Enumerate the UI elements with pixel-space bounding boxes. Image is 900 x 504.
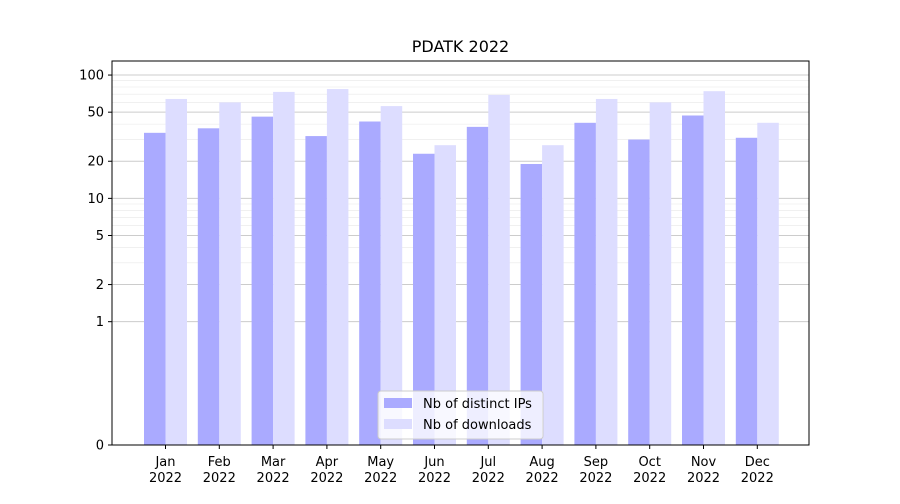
x-tick-label-month: Apr	[316, 455, 339, 470]
x-tick-label-year: 2022	[364, 471, 397, 486]
y-tick-label: 20	[87, 155, 104, 170]
x-tick-label-year: 2022	[741, 471, 774, 486]
x-tick-label-month: Oct	[638, 455, 660, 470]
x-tick-label-year: 2022	[472, 471, 505, 486]
y-tick-label: 50	[87, 106, 104, 121]
bar-downloads-may	[380, 106, 403, 445]
bar-downloads-nov	[703, 91, 725, 445]
x-tick-label-month: Jul	[479, 455, 496, 470]
x-tick-label-year: 2022	[149, 471, 182, 486]
x-tick-label-month: Jun	[423, 455, 444, 470]
bar-distinct-ips-sep	[574, 122, 596, 445]
bar-distinct-ips-dec	[735, 137, 758, 445]
x-tick-label-month: Sep	[584, 455, 609, 470]
bar-downloads-oct	[649, 102, 672, 446]
x-tick-label-month: Mar	[261, 455, 286, 470]
x-tick-label-year: 2022	[257, 471, 290, 486]
y-tick-label: 10	[87, 192, 104, 207]
bar-downloads-mar	[273, 91, 295, 446]
x-tick-label-year: 2022	[687, 471, 720, 486]
bar-downloads-jan	[165, 98, 187, 445]
bar-distinct-ips-jun	[413, 153, 435, 445]
bar-distinct-ips-nov	[682, 115, 704, 445]
bar-downloads-jul	[488, 94, 510, 445]
bar-downloads-feb	[219, 102, 241, 446]
bar-downloads-apr	[326, 89, 349, 446]
bar-downloads-sep	[595, 98, 618, 445]
y-tick-label: 1	[96, 315, 104, 330]
bar-distinct-ips-feb	[197, 128, 220, 446]
bar-distinct-ips-mar	[251, 116, 274, 445]
y-tick-label: 5	[96, 229, 104, 244]
plot-frame	[111, 60, 810, 446]
x-tick-label-year: 2022	[203, 471, 236, 486]
x-tick-label-month: Aug	[529, 455, 554, 470]
bar-distinct-ips-may	[359, 121, 381, 445]
y-tick-label: 100	[79, 69, 104, 84]
x-tick-label-month: Nov	[691, 455, 717, 470]
legend-label-distinct-ips: Nb of distinct IPs	[423, 397, 532, 412]
legend: Nb of distinct IPs Nb of downloads	[377, 390, 544, 440]
x-tick-label-year: 2022	[633, 471, 666, 486]
x-axis: Jan2022Feb2022Mar2022Apr2022May2022Jun20…	[149, 445, 774, 486]
bar-downloads-aug	[542, 145, 564, 445]
bar-distinct-ips-apr	[305, 136, 327, 445]
legend-box	[377, 390, 544, 440]
chart-title: PDATK 2022	[412, 37, 509, 56]
y-axis: 0 1 2 5 10 20 50 100	[79, 69, 112, 454]
x-tick-label-month: Feb	[208, 455, 231, 470]
x-tick-label-year: 2022	[526, 471, 559, 486]
bar-distinct-ips-oct	[628, 139, 650, 445]
x-tick-label-month: Dec	[745, 455, 770, 470]
x-tick-label-month: Jan	[154, 455, 175, 470]
legend-label-downloads: Nb of downloads	[423, 418, 532, 433]
bar-downloads-dec	[757, 122, 779, 445]
bar-distinct-ips-aug	[520, 163, 543, 445]
legend-swatch-distinct-ips	[384, 398, 412, 408]
bar-distinct-ips-jan	[144, 132, 166, 445]
x-tick-label-month: May	[367, 455, 394, 470]
legend-swatch-downloads	[384, 419, 412, 429]
bars	[144, 89, 779, 446]
x-tick-label-year: 2022	[579, 471, 612, 486]
y-tick-label: 0	[96, 439, 104, 454]
x-tick-label-year: 2022	[418, 471, 451, 486]
bar-distinct-ips-jul	[466, 126, 489, 446]
x-tick-label-year: 2022	[310, 471, 343, 486]
y-tick-label: 2	[96, 278, 104, 293]
bar-downloads-jun	[434, 145, 456, 445]
